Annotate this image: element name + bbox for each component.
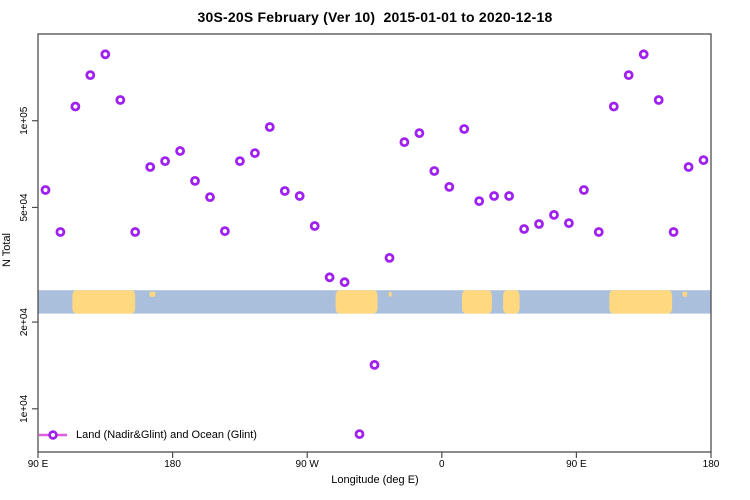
map-strip-land — [503, 290, 520, 314]
data-point — [638, 49, 649, 60]
y-tick-label: 2e+04 — [19, 308, 30, 337]
map-strip-land — [609, 290, 673, 314]
data-point — [160, 156, 171, 167]
y-tick-label: 5e+04 — [19, 193, 30, 222]
data-point — [175, 146, 186, 156]
data-point — [264, 122, 275, 132]
data-point — [653, 95, 664, 105]
data-point — [698, 155, 709, 166]
map-strip-island — [388, 291, 392, 297]
data-point — [279, 186, 290, 196]
legend-marker-icon — [39, 430, 67, 440]
chart-title: 30S-20S February (Ver 10) 2015-01-01 to … — [197, 9, 553, 25]
legend: Land (Nadir&Glint) and Ocean (Glint) — [38, 426, 257, 444]
data-point — [489, 191, 500, 201]
x-tick-label: 90 E — [566, 459, 587, 470]
data-point — [429, 166, 440, 176]
data-point — [219, 226, 230, 237]
data-point — [100, 49, 111, 60]
x-tick-label: 90 E — [28, 459, 49, 470]
data-point — [354, 429, 365, 440]
data-point — [205, 192, 215, 203]
data-point — [190, 175, 200, 186]
data-point — [85, 70, 96, 80]
data-point — [579, 185, 589, 195]
map-strip-land — [335, 290, 378, 314]
legend-label: Land (Nadir&Glint) and Ocean (Glint) — [76, 429, 257, 441]
data-point — [549, 209, 559, 220]
data-point — [564, 218, 574, 229]
data-point — [534, 219, 544, 229]
data-point — [309, 221, 320, 231]
map-strip-land — [72, 290, 136, 314]
y-tick-label: 1e+05 — [19, 106, 30, 135]
map-strip-island — [149, 291, 156, 297]
x-tick-label: 90 W — [296, 459, 320, 470]
data-point — [145, 162, 156, 172]
data-point — [459, 124, 470, 134]
data-point — [384, 252, 395, 263]
data-point — [668, 227, 679, 237]
data-point — [608, 101, 619, 112]
data-point — [130, 227, 141, 237]
data-point — [339, 277, 350, 288]
data-point — [504, 191, 515, 201]
x-tick-label: 0 — [439, 459, 445, 470]
data-point — [444, 181, 455, 192]
x-tick-label: 180 — [164, 459, 181, 470]
data-point — [115, 95, 126, 105]
map-strip-land — [461, 290, 492, 314]
data-point — [519, 224, 529, 234]
data-point — [593, 227, 604, 237]
y-axis-title: N Total — [1, 232, 13, 268]
data-point — [234, 156, 245, 167]
data-point — [324, 272, 335, 283]
data-point — [369, 359, 380, 370]
map-strip-island — [682, 291, 688, 297]
data-point — [623, 70, 634, 80]
y-tick-label: 1e+04 — [19, 394, 30, 423]
data-point — [294, 191, 305, 201]
data-point — [474, 196, 485, 207]
data-point — [55, 227, 66, 237]
plot-border — [37, 33, 712, 453]
data-point — [249, 148, 260, 159]
data-point — [399, 137, 410, 148]
x-tick-label: 180 — [703, 459, 720, 470]
legend-circle — [48, 430, 58, 440]
data-point — [70, 101, 81, 112]
data-point — [414, 128, 425, 139]
x-axis-title: Longitude (deg E) — [331, 474, 419, 486]
data-point — [683, 162, 694, 172]
data-point — [40, 185, 51, 195]
